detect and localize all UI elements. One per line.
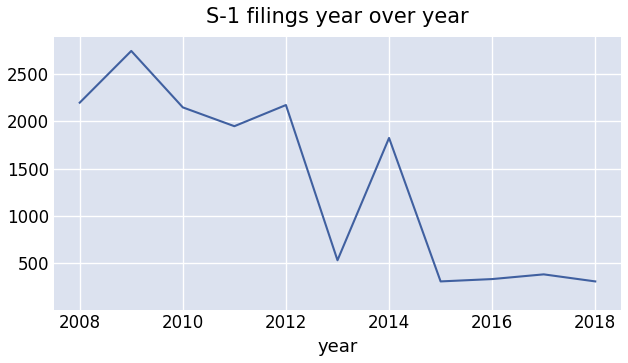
Title: S-1 filings year over year: S-1 filings year over year xyxy=(206,7,469,27)
X-axis label: year: year xyxy=(317,338,358,356)
